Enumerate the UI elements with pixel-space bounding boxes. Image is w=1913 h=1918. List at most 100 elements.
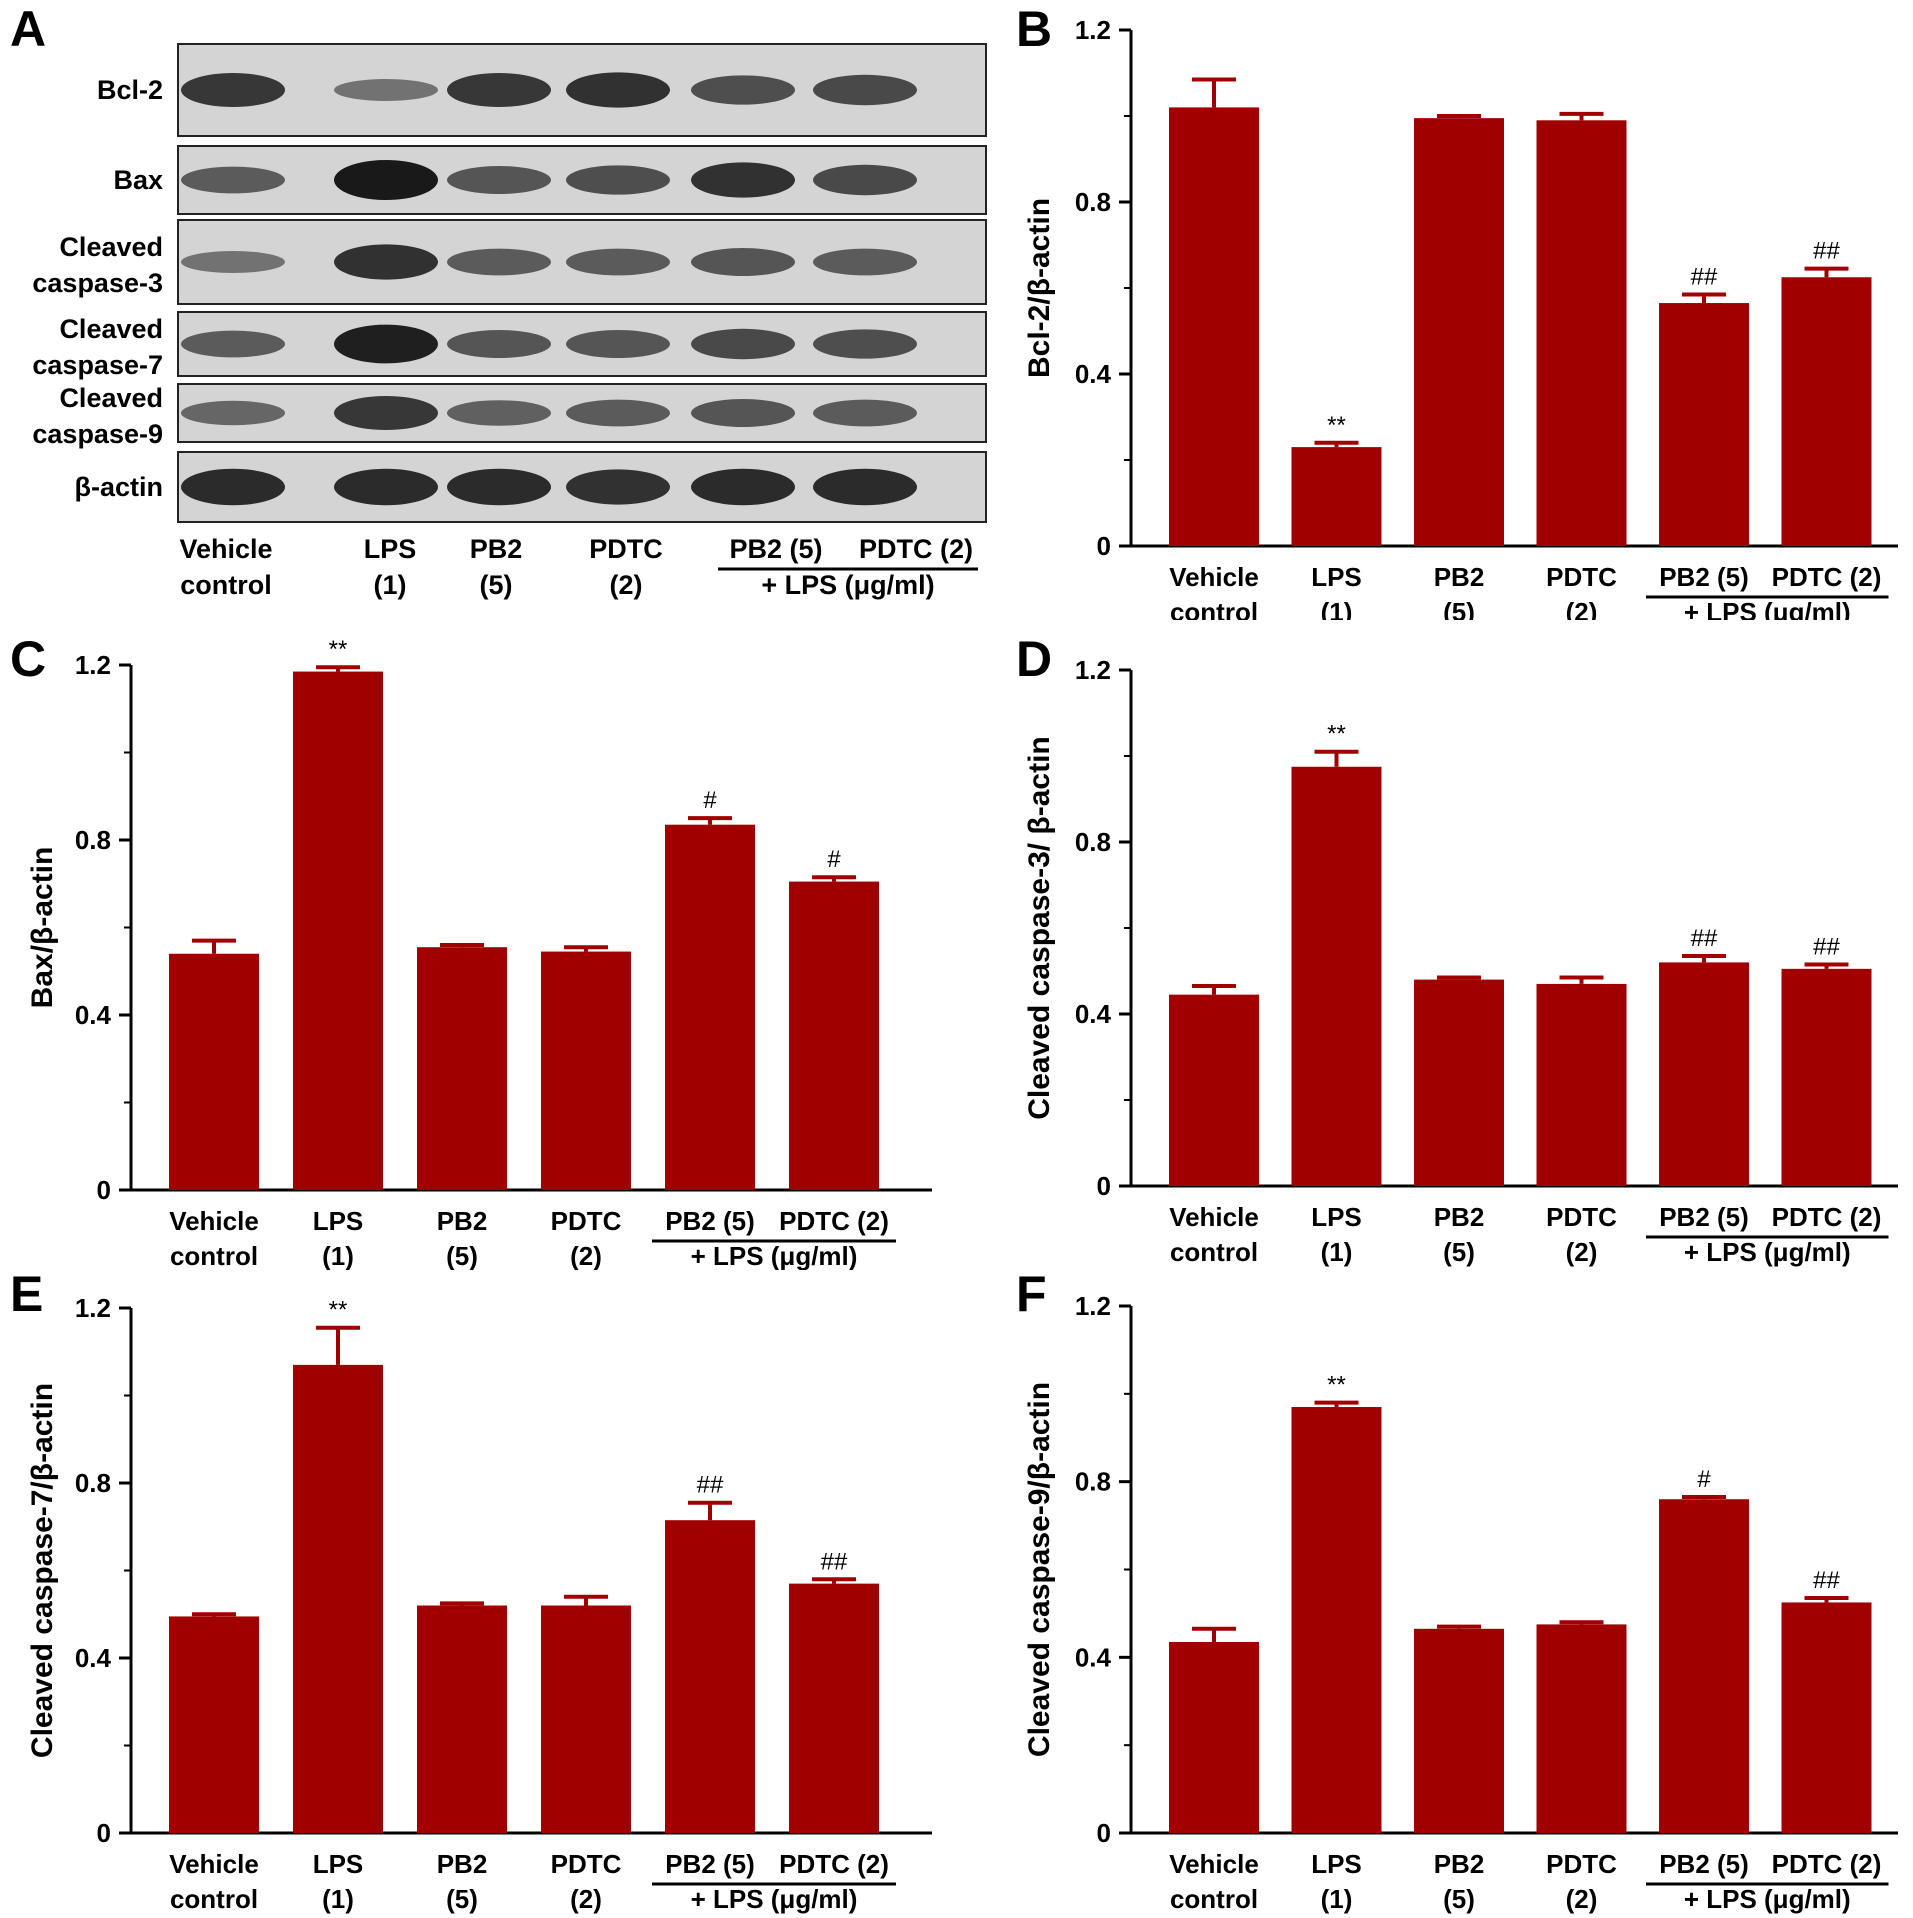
group-label: (2) — [1566, 1237, 1598, 1267]
y-axis-label: Cleaved caspase-3/ β-actin — [1023, 736, 1056, 1120]
y-tick-label: 0 — [1097, 531, 1111, 561]
group-label: (5) — [1443, 1237, 1475, 1267]
blot-row: Bcl-2 — [97, 43, 987, 137]
group-label: PB2 (5) — [1659, 1202, 1749, 1232]
blot-band — [691, 328, 795, 360]
blot-band — [691, 468, 795, 506]
y-tick-label: 0.4 — [75, 1643, 112, 1673]
bar — [1169, 107, 1259, 547]
blot-band — [691, 75, 795, 105]
blot-band — [334, 79, 438, 101]
group-label: control — [170, 1241, 258, 1270]
group-label: PB2 (5) — [729, 534, 822, 564]
group-label: PB2 — [437, 1849, 488, 1879]
blot-band — [334, 468, 438, 506]
y-tick-label: 0.8 — [75, 1468, 111, 1498]
bar — [169, 953, 259, 1190]
significance-mark: ## — [1813, 934, 1840, 961]
group-label: Vehicle — [169, 1206, 259, 1236]
blot-row-label: caspase-9 — [32, 419, 163, 449]
group-label: (2) — [570, 1241, 602, 1270]
bar — [541, 951, 631, 1190]
combo-label: + LPS (μg/ml) — [1684, 1237, 1851, 1267]
blot-band — [447, 400, 551, 426]
group-label: (2) — [610, 570, 643, 600]
group-label: Vehicle — [1169, 1849, 1259, 1879]
x-group-labels: Vehicle control LPS (1) PB2 (5) PDTC (2) PB2 (5)… — [1169, 1849, 1889, 1914]
significance-mark: ** — [329, 1297, 348, 1324]
blot-row: Cleaved caspase-7 — [32, 311, 987, 380]
y-tick-label: 0.8 — [75, 825, 111, 855]
blot-band — [447, 248, 551, 276]
group-label: PDTC (2) — [1772, 562, 1882, 592]
blot-band — [813, 164, 917, 196]
bar — [1781, 1602, 1872, 1833]
significance-mark: # — [1697, 1466, 1711, 1493]
blot-band — [447, 330, 551, 358]
y-tick-label: 0.4 — [1075, 999, 1112, 1029]
y-tick-label: 1.2 — [75, 650, 111, 680]
significance-mark: ## — [1813, 1567, 1840, 1594]
panel-letter-b: B — [1016, 1, 1053, 57]
blot-band — [566, 165, 670, 195]
blot-band — [813, 248, 917, 276]
bar — [541, 1605, 631, 1833]
blot-row: Cleaved caspase-3 — [32, 219, 987, 305]
y-tick-label: 0.8 — [1075, 1467, 1111, 1497]
y-axis-label: Cleaved caspase-7/β-actin — [26, 1383, 59, 1758]
blot-band — [691, 162, 795, 198]
significance-mark: ## — [697, 1472, 724, 1499]
western-blot-panel: Bcl-2 BaxCleavedcaspase-3Cleavedcaspase-7… — [32, 43, 987, 600]
group-label: PDTC (2) — [1772, 1849, 1882, 1879]
bar — [789, 881, 879, 1190]
group-label: (1) — [1321, 597, 1353, 620]
combo-label: + LPS (μg/ml) — [691, 1241, 858, 1270]
panel-letter-a: A — [10, 1, 47, 57]
bcl2-chart: 0 0.4 0.8 1.2 Bcl-2/β-actin ** ## ## Vehicle cont… — [1023, 15, 1898, 620]
blot-band — [566, 469, 670, 505]
bar — [665, 1520, 755, 1833]
combo-label: + LPS (μg/ml) — [761, 570, 934, 600]
bar — [417, 947, 507, 1190]
caspase3-chart: 0 0.4 0.8 1.2 Cleaved caspase-3/ β-actin ** ##… — [1023, 655, 1898, 1267]
group-label: PDTC — [1546, 1849, 1617, 1879]
group-label: PB2 (5) — [1659, 562, 1749, 592]
group-label: LPS — [313, 1849, 364, 1879]
group-label: control — [170, 1884, 258, 1914]
y-tick-label: 0.4 — [1075, 359, 1112, 389]
group-label: control — [1170, 1237, 1258, 1267]
bar — [1659, 303, 1749, 546]
group-label: (5) — [1443, 1884, 1475, 1914]
blot-row: β-actin — [75, 451, 987, 523]
y-tick-label: 0 — [1097, 1818, 1111, 1848]
group-label: PDTC — [551, 1849, 622, 1879]
blot-band — [813, 329, 917, 359]
group-label: LPS — [1311, 1849, 1362, 1879]
group-label: PB2 — [1434, 562, 1485, 592]
group-label: (5) — [446, 1241, 478, 1270]
group-label: control — [1170, 597, 1258, 620]
significance-mark: ** — [1327, 412, 1346, 439]
significance-mark: ## — [821, 1548, 848, 1575]
blot-row-label: Cleaved — [59, 314, 163, 344]
group-label: PDTC — [1546, 1202, 1617, 1232]
blot-band — [813, 468, 917, 506]
blot-band — [181, 400, 285, 426]
bar — [1659, 962, 1749, 1186]
blot-row: Bax — [113, 145, 987, 215]
bar — [1536, 120, 1627, 547]
bar — [169, 1616, 259, 1833]
group-label: PDTC (2) — [779, 1849, 889, 1879]
group-label: (5) — [1443, 597, 1475, 620]
group-label: (2) — [570, 1884, 602, 1914]
significance-mark: ## — [1691, 263, 1718, 290]
y-axis-label: Bcl-2/β-actin — [1023, 198, 1056, 378]
group-label: Vehicle — [179, 534, 272, 564]
group-label: control — [180, 570, 272, 600]
group-label: PB2 (5) — [1659, 1849, 1749, 1879]
group-label: (1) — [1321, 1237, 1353, 1267]
blot-band — [566, 72, 670, 108]
blot-band — [813, 399, 917, 427]
y-tick-label: 1.2 — [75, 1293, 111, 1323]
group-label: LPS — [1311, 1202, 1362, 1232]
